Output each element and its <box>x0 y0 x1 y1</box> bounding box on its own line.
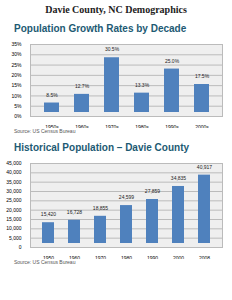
svg-text:1980: 1980 <box>121 255 132 259</box>
svg-text:1950s: 1950s <box>45 124 59 128</box>
svg-text:25%: 25% <box>11 62 22 68</box>
svg-text:40,917: 40,917 <box>197 164 213 170</box>
svg-text:30,000: 30,000 <box>6 188 22 194</box>
svg-text:10,000: 10,000 <box>6 225 22 231</box>
svg-text:27,859: 27,859 <box>145 188 161 194</box>
svg-text:2000s: 2000s <box>195 124 209 128</box>
svg-text:1990: 1990 <box>147 255 158 259</box>
svg-text:30%: 30% <box>11 51 22 57</box>
svg-text:5,000: 5,000 <box>9 235 22 241</box>
svg-text:1980s: 1980s <box>135 124 149 128</box>
svg-text:0: 0 <box>19 244 22 250</box>
svg-text:2008: 2008 <box>199 255 210 259</box>
svg-text:35%: 35% <box>11 41 22 47</box>
svg-text:1990s: 1990s <box>165 124 179 128</box>
svg-text:10%: 10% <box>11 93 22 99</box>
html-text:Source: US Census Bureau: Source: US Census Bureau <box>14 128 76 134</box>
svg-text:17.5%: 17.5% <box>195 73 210 79</box>
svg-text:13.3%: 13.3% <box>135 82 150 88</box>
svg-text:12.7%: 12.7% <box>75 83 90 89</box>
svg-text:15,000: 15,000 <box>6 216 22 222</box>
svg-text:16,728: 16,728 <box>67 209 83 215</box>
svg-text:0%: 0% <box>14 113 22 119</box>
svg-text:45,000: 45,000 <box>6 160 22 166</box>
svg-text:2000: 2000 <box>173 255 184 259</box>
svg-text:25,000: 25,000 <box>6 197 22 203</box>
html-text:Historical Population – Davie: Historical Population – Davie County <box>14 142 189 153</box>
svg-text:15%: 15% <box>11 82 22 88</box>
svg-text:1960s: 1960s <box>75 124 89 128</box>
html-text:Source: US Census Bureau: Source: US Census Bureau <box>14 259 76 265</box>
svg-text:5%: 5% <box>14 103 22 109</box>
svg-text:25.0%: 25.0% <box>165 58 180 64</box>
html-text:Davie County, NC Demographics: Davie County, NC Demographics <box>45 4 187 15</box>
svg-text:15,420: 15,420 <box>41 211 57 217</box>
svg-text:18,855: 18,855 <box>93 205 109 211</box>
svg-text:24,599: 24,599 <box>119 194 135 200</box>
svg-text:1970: 1970 <box>95 255 106 259</box>
svg-text:34,835: 34,835 <box>171 175 187 181</box>
svg-text:30.5%: 30.5% <box>105 46 120 52</box>
svg-text:1950: 1950 <box>43 255 54 259</box>
svg-text:40,000: 40,000 <box>6 169 22 175</box>
svg-text:20,000: 20,000 <box>6 207 22 213</box>
svg-text:8.5%: 8.5% <box>46 92 58 98</box>
svg-text:1960: 1960 <box>69 255 80 259</box>
svg-text:1970s: 1970s <box>105 124 119 128</box>
svg-text:35,000: 35,000 <box>6 179 22 185</box>
html-text:Population Growth Rates by Dec: Population Growth Rates by Decade <box>14 23 187 34</box>
svg-text:20%: 20% <box>11 72 22 78</box>
